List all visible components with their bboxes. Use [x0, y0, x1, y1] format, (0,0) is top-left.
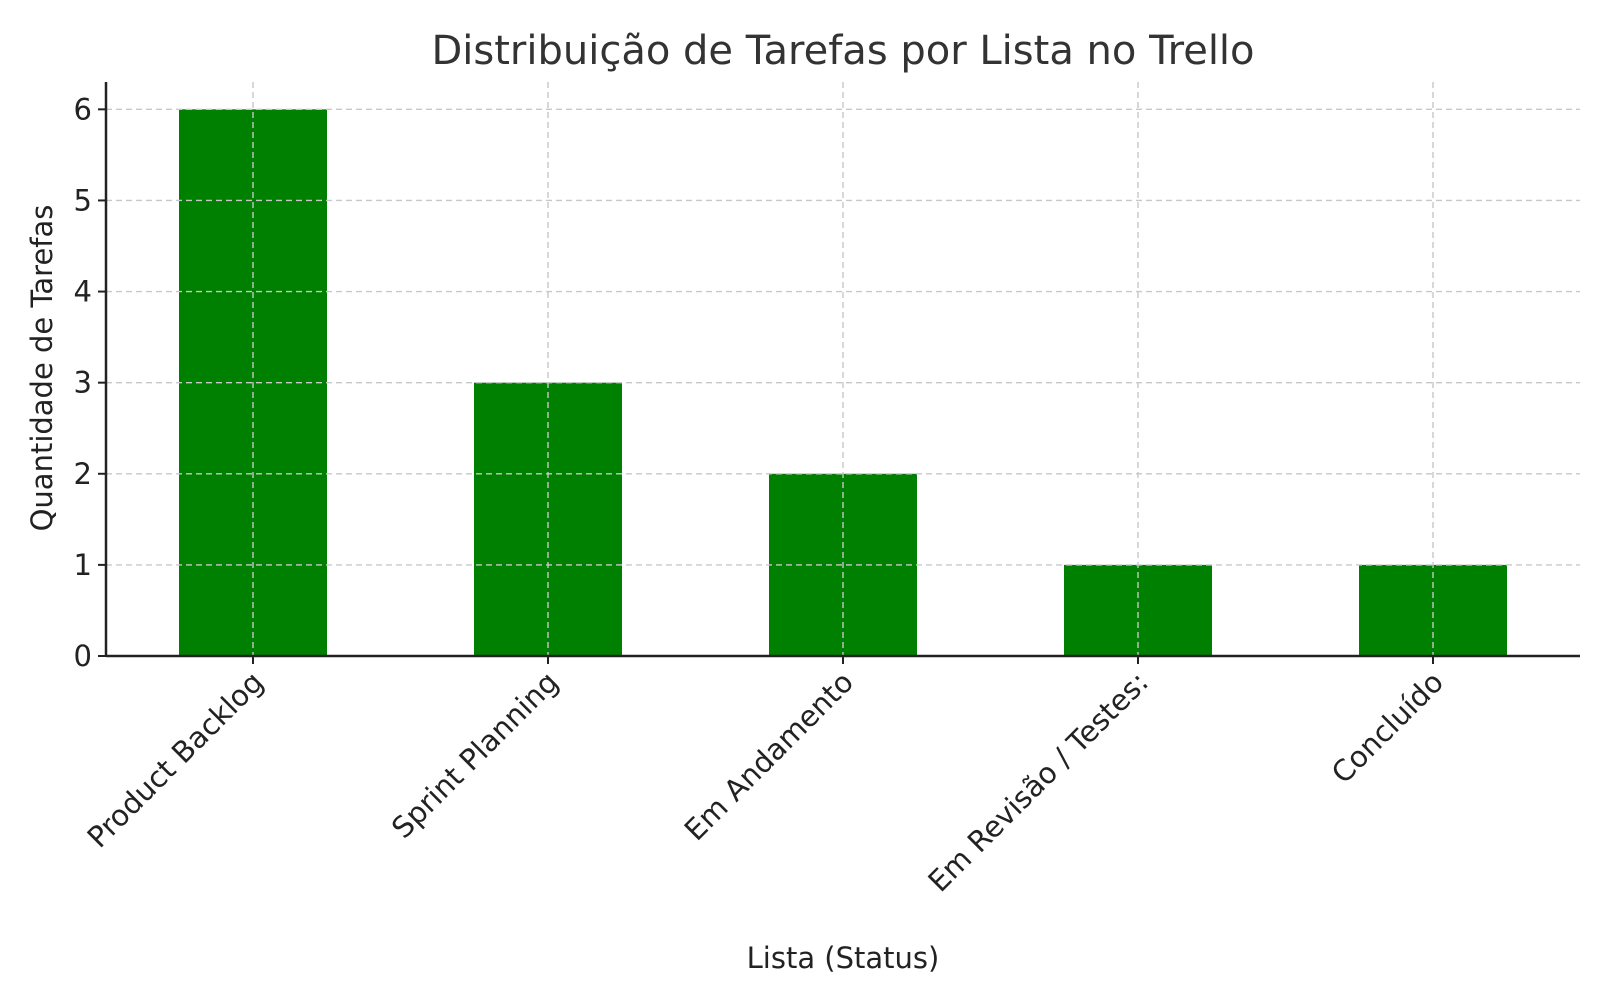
grid-lines	[106, 82, 1580, 656]
y-axis-label: Quantidade de Tarefas	[25, 205, 59, 532]
bar-3	[1064, 564, 1212, 656]
bar-1	[474, 382, 622, 656]
y-tick-label-0: 0	[74, 639, 92, 673]
y-tick-label-6: 6	[74, 92, 92, 126]
bar-4	[1359, 564, 1507, 656]
bars	[179, 109, 1507, 657]
y-tick-label-4: 4	[74, 275, 92, 309]
x-tick-label-0: Product Backlog	[80, 665, 269, 854]
x-tick-label-2: Em Andamento	[678, 665, 860, 847]
y-tick-label-5: 5	[74, 183, 92, 217]
x-axis-ticks: Product Backlog Sprint Planning Em Andamen…	[80, 656, 1450, 899]
x-tick-label-1: Sprint Planning	[385, 665, 565, 845]
y-tick-label-1: 1	[74, 548, 92, 582]
y-tick-label-3: 3	[74, 366, 92, 400]
chart-title: Distribuição de Tarefas por Lista no Tre…	[431, 28, 1254, 74]
x-tick-label-4: Concluído	[1325, 665, 1450, 790]
x-tick-label-3: Em Revisão / Testes:	[921, 665, 1155, 899]
y-axis-ticks: 0 1 2 3 4 5 6	[74, 92, 106, 673]
y-tick-label-2: 2	[74, 457, 92, 491]
x-axis-label: Lista (Status)	[747, 941, 940, 975]
